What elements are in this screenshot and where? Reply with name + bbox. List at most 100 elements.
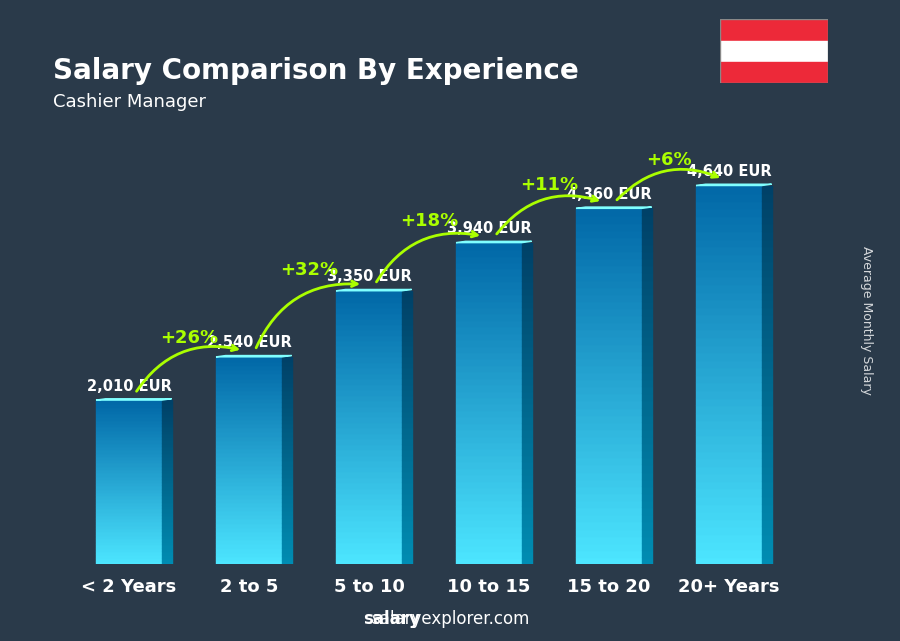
Bar — [642, 372, 652, 379]
Bar — [642, 443, 652, 450]
Bar — [576, 294, 642, 301]
Bar — [96, 544, 162, 547]
Bar — [402, 373, 411, 378]
Bar — [162, 436, 172, 440]
Bar — [282, 357, 292, 361]
Bar — [576, 315, 642, 322]
Bar — [522, 429, 532, 435]
Bar — [336, 384, 402, 389]
Bar — [522, 494, 532, 500]
Bar — [96, 521, 162, 525]
Bar — [162, 551, 172, 554]
Bar — [282, 440, 292, 444]
Bar — [336, 449, 402, 454]
Bar — [522, 269, 532, 275]
Bar — [762, 269, 771, 276]
Bar — [402, 542, 411, 547]
Bar — [576, 536, 642, 543]
Bar — [576, 322, 642, 329]
Bar — [696, 504, 762, 511]
Bar — [96, 429, 162, 433]
Bar — [642, 379, 652, 387]
Bar — [282, 406, 292, 411]
Bar — [96, 469, 162, 472]
Bar — [762, 360, 771, 367]
Bar — [162, 505, 172, 508]
Bar — [522, 422, 532, 429]
Bar — [522, 262, 532, 269]
Bar — [402, 422, 411, 428]
Bar — [216, 506, 282, 510]
Bar — [216, 365, 282, 369]
Bar — [96, 417, 162, 420]
Bar — [402, 553, 411, 558]
Bar — [456, 474, 522, 481]
Bar — [762, 201, 771, 208]
Bar — [696, 360, 762, 367]
Bar — [576, 265, 642, 272]
Bar — [96, 453, 162, 456]
Bar — [696, 383, 762, 390]
Bar — [162, 446, 172, 449]
Bar — [162, 466, 172, 469]
Bar — [696, 420, 762, 428]
Bar — [696, 292, 762, 299]
Bar — [96, 499, 162, 502]
Bar — [456, 545, 522, 551]
Bar — [696, 549, 762, 556]
Text: +18%: +18% — [400, 212, 458, 229]
Bar — [696, 238, 762, 246]
Bar — [522, 390, 532, 397]
Bar — [216, 415, 282, 419]
Bar — [402, 296, 411, 302]
Bar — [216, 369, 282, 374]
Bar — [576, 401, 642, 408]
Bar — [336, 477, 402, 482]
Bar — [282, 452, 292, 456]
Bar — [762, 375, 771, 383]
Bar — [402, 531, 411, 537]
Bar — [282, 460, 292, 465]
Bar — [162, 538, 172, 541]
Bar — [216, 378, 282, 382]
Bar — [762, 519, 771, 526]
Bar — [282, 398, 292, 403]
Bar — [162, 417, 172, 420]
Bar — [336, 296, 402, 302]
Bar — [696, 465, 762, 473]
Bar — [456, 416, 522, 422]
Bar — [216, 394, 282, 398]
Bar — [642, 265, 652, 272]
Bar — [336, 531, 402, 537]
Bar — [402, 482, 411, 488]
Text: 2,010 EUR: 2,010 EUR — [86, 379, 171, 394]
Bar — [96, 436, 162, 440]
Bar — [696, 337, 762, 344]
Bar — [336, 417, 402, 422]
Bar — [456, 352, 522, 358]
Bar — [642, 429, 652, 436]
Bar — [216, 514, 282, 519]
Bar — [456, 339, 522, 345]
Bar — [576, 500, 642, 507]
Bar — [762, 458, 771, 465]
Bar — [642, 543, 652, 550]
Bar — [96, 462, 162, 466]
Bar — [576, 237, 642, 244]
Bar — [162, 531, 172, 535]
Bar — [216, 547, 282, 552]
Bar — [456, 390, 522, 397]
Bar — [762, 383, 771, 390]
Bar — [642, 514, 652, 521]
Bar — [96, 512, 162, 515]
Bar — [696, 542, 762, 549]
Text: 4,360 EUR: 4,360 EUR — [567, 187, 652, 202]
Bar — [522, 333, 532, 339]
Bar — [336, 482, 402, 488]
Bar — [162, 462, 172, 466]
Text: Cashier Manager: Cashier Manager — [53, 93, 206, 111]
Bar — [522, 513, 532, 519]
Bar — [456, 429, 522, 435]
Bar — [696, 269, 762, 276]
Bar — [96, 528, 162, 531]
